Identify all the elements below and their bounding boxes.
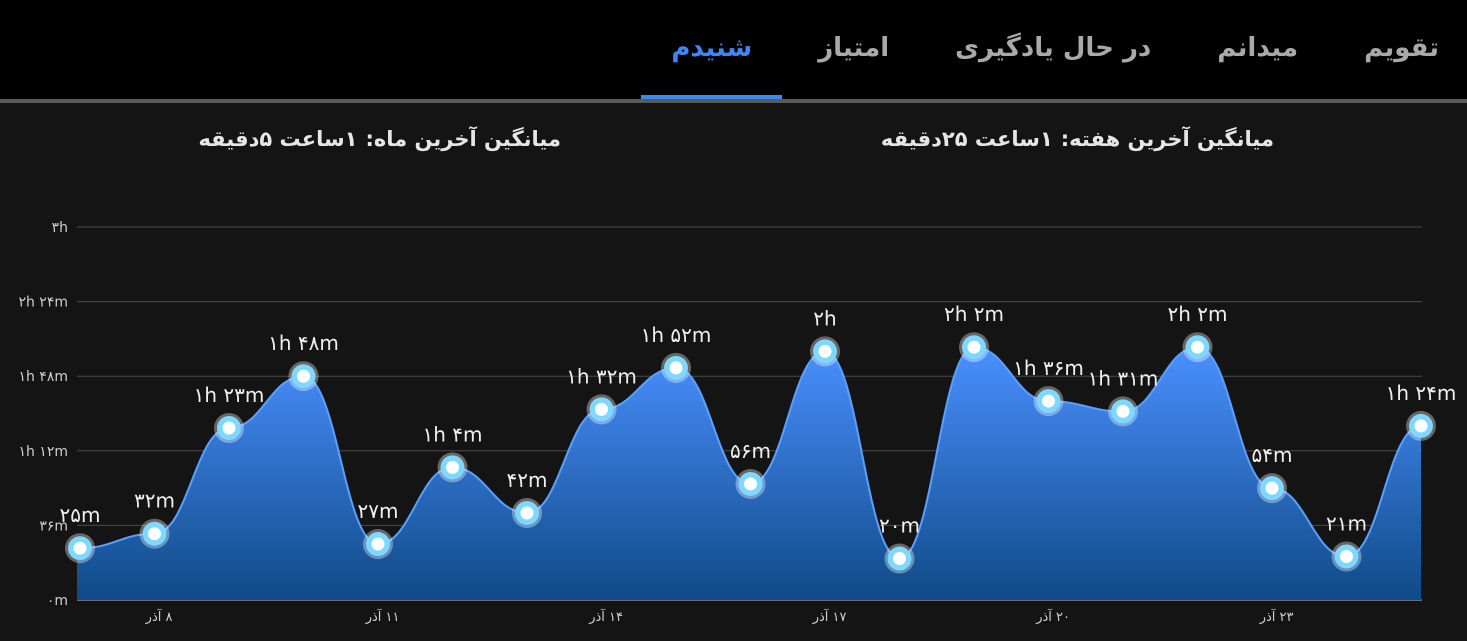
x-tick-label: ۲۰ آذر — [1035, 608, 1070, 625]
tab-listened[interactable]: شنیدم — [641, 0, 783, 100]
x-axis-labels: ۸ آذر ۱۱ آذر ۱۴ آذر ۱۷ آذر ۲۰ آذر ۲۳ آذر — [145, 608, 1294, 625]
monthly-average-stat: میانگین آخرین ماه: ۱ساعت ۵دقیقه — [198, 127, 561, 151]
y-tick-label: ۱h ۴۸m — [18, 369, 68, 385]
monthly-average-value: ۱ساعت ۵دقیقه — [198, 127, 358, 151]
data-point[interactable] — [1414, 419, 1428, 433]
data-point[interactable] — [1265, 481, 1279, 495]
data-value-label: ۲۰m — [879, 514, 920, 538]
data-value-label: ۱h ۵۲m — [641, 323, 712, 347]
data-value-label: ۲۱m — [1326, 511, 1367, 535]
tab-calendar[interactable]: تقویم — [1364, 32, 1439, 63]
data-point[interactable] — [520, 506, 534, 520]
data-value-label: ۲۵m — [60, 503, 101, 527]
data-point[interactable] — [595, 402, 608, 416]
data-value-label: ۱h ۲۳m — [194, 383, 265, 407]
data-markers — [65, 332, 1436, 574]
y-tick-label: ۳h — [52, 220, 68, 236]
data-value-label: ۱h ۳۲m — [566, 364, 637, 388]
data-value-label: ۵۴m — [1252, 443, 1293, 467]
data-point[interactable] — [148, 527, 161, 541]
monthly-average-label: میانگین آخرین ماه: — [365, 127, 561, 151]
y-tick-label: ۰m — [47, 593, 68, 609]
tab-bar: تقویم میدانم در حال یادگیری امتیاز شنیدم — [605, 0, 1467, 100]
data-point[interactable] — [1340, 549, 1353, 563]
y-tick-label: ۳۶m — [39, 518, 68, 534]
weekly-average-value: ۱ساعت ۲۵دقیقه — [880, 127, 1053, 151]
area-fill — [77, 347, 1421, 600]
y-tick-label: ۲h ۲۴m — [18, 295, 68, 311]
data-value-label: ۲h — [813, 306, 836, 330]
data-value-label: ۱h ۴m — [423, 422, 483, 446]
data-point[interactable] — [1191, 340, 1204, 354]
data-point[interactable] — [446, 460, 459, 474]
data-point[interactable] — [669, 361, 683, 375]
data-point[interactable] — [371, 537, 385, 551]
x-tick-label: ۲۳ آذر — [1259, 608, 1294, 625]
data-value-label: ۲h ۲m — [1168, 302, 1228, 326]
x-tick-label: ۱۴ آذر — [588, 608, 623, 625]
weekly-average-stat: میانگین آخرین هفته: ۱ساعت ۲۵دقیقه — [881, 127, 1274, 151]
y-tick-label: ۱h ۱۲m — [18, 444, 68, 460]
x-tick-label: ۸ آذر — [145, 608, 173, 625]
data-point[interactable] — [1042, 394, 1055, 408]
data-point[interactable] — [297, 369, 310, 383]
x-tick-label: ۱۷ آذر — [812, 608, 847, 625]
data-value-label: ۳۲m — [134, 489, 175, 513]
x-tick-label: ۱۱ آذر — [365, 608, 400, 625]
data-point[interactable] — [222, 421, 236, 435]
data-point[interactable] — [73, 541, 87, 555]
data-value-label: ۲۷m — [358, 499, 399, 523]
weekly-average-label: میانگین آخرین هفته: — [1060, 127, 1274, 151]
tab-score[interactable]: امتیاز — [818, 32, 890, 63]
data-value-label: ۱h ۳۱m — [1088, 366, 1159, 390]
data-value-label: ۱h ۳۶m — [1013, 356, 1084, 380]
data-point[interactable] — [744, 477, 757, 491]
data-point[interactable] — [893, 552, 906, 566]
tab-divider — [0, 99, 1467, 103]
data-point[interactable] — [1116, 404, 1130, 418]
tab-known[interactable]: میدانم — [1217, 32, 1299, 63]
top-navigation-bar: تقویم میدانم در حال یادگیری امتیاز شنیدم — [0, 0, 1467, 100]
data-value-label: ۲h ۲m — [944, 302, 1004, 326]
tab-learning[interactable]: در حال یادگیری — [955, 32, 1152, 63]
data-point[interactable] — [818, 344, 832, 358]
data-value-label: ۱h ۲۴m — [1386, 381, 1457, 405]
data-value-label: ۵۶m — [730, 439, 771, 463]
data-value-label: ۴۲m — [507, 468, 548, 492]
data-value-label: ۱h ۴۸m — [268, 331, 339, 355]
data-point[interactable] — [967, 340, 981, 354]
